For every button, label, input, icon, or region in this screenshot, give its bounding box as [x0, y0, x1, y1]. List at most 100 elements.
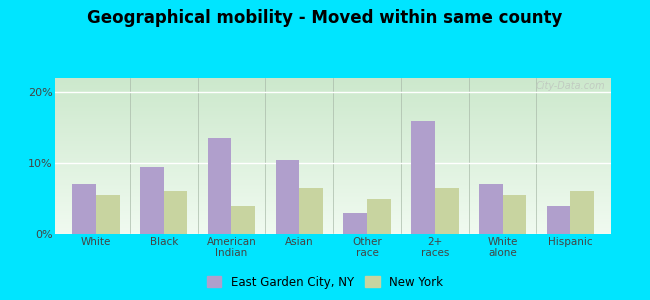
Bar — [55, 230, 611, 231]
Bar — [55, 178, 611, 179]
Bar — [55, 93, 611, 94]
Bar — [55, 118, 611, 119]
Bar — [55, 211, 611, 212]
Bar — [55, 92, 611, 93]
Bar — [55, 215, 611, 216]
Bar — [55, 177, 611, 178]
Bar — [55, 157, 611, 158]
Bar — [55, 82, 611, 83]
Bar — [55, 228, 611, 229]
Bar — [55, 173, 611, 174]
Bar — [55, 101, 611, 102]
Bar — [55, 186, 611, 187]
Bar — [55, 105, 611, 106]
Bar — [55, 100, 611, 101]
Bar — [55, 139, 611, 140]
Bar — [55, 91, 611, 92]
Bar — [55, 127, 611, 128]
Bar — [276, 160, 299, 234]
Bar — [55, 195, 611, 196]
Bar — [55, 185, 611, 186]
Bar — [55, 150, 611, 151]
Bar — [55, 175, 611, 176]
Bar — [55, 214, 611, 215]
Bar — [55, 142, 611, 143]
Bar — [55, 182, 611, 183]
Bar — [55, 144, 611, 145]
Bar — [55, 213, 611, 214]
Bar — [96, 195, 120, 234]
Bar — [55, 220, 611, 221]
Bar — [140, 167, 164, 234]
Bar — [55, 233, 611, 234]
Text: City-Data.com: City-Data.com — [536, 81, 605, 91]
Bar — [55, 165, 611, 166]
Bar — [55, 203, 611, 204]
Bar — [55, 232, 611, 233]
Bar — [55, 172, 611, 173]
Bar — [55, 87, 611, 88]
Bar — [55, 161, 611, 162]
Bar — [55, 188, 611, 189]
Bar — [208, 138, 231, 234]
Bar — [55, 121, 611, 122]
Bar — [55, 125, 611, 126]
Bar — [55, 111, 611, 112]
Bar — [55, 171, 611, 172]
Bar — [55, 102, 611, 103]
Bar — [55, 110, 611, 111]
Bar — [231, 206, 255, 234]
Bar — [55, 117, 611, 118]
Bar — [55, 145, 611, 146]
Bar — [55, 197, 611, 198]
Bar — [55, 158, 611, 159]
Bar — [55, 137, 611, 138]
Bar — [55, 80, 611, 81]
Bar — [55, 167, 611, 168]
Bar — [55, 190, 611, 191]
Bar — [55, 83, 611, 84]
Bar — [55, 219, 611, 220]
Bar — [55, 221, 611, 222]
Bar — [55, 113, 611, 114]
Bar — [55, 223, 611, 224]
Bar — [55, 122, 611, 123]
Bar — [435, 188, 458, 234]
Bar — [55, 140, 611, 141]
Bar — [55, 216, 611, 217]
Bar — [299, 188, 323, 234]
Bar — [55, 136, 611, 137]
Bar — [55, 212, 611, 213]
Bar — [55, 116, 611, 117]
Bar — [55, 218, 611, 219]
Bar — [55, 78, 611, 79]
Bar — [55, 193, 611, 194]
Bar — [55, 181, 611, 182]
Bar — [55, 88, 611, 89]
Bar — [55, 153, 611, 154]
Bar — [55, 189, 611, 190]
Bar — [55, 115, 611, 116]
Bar — [55, 120, 611, 121]
Bar — [55, 183, 611, 184]
Bar — [55, 108, 611, 109]
Bar — [55, 114, 611, 115]
Bar — [55, 79, 611, 80]
Bar — [55, 224, 611, 225]
Bar — [55, 151, 611, 152]
Text: Geographical mobility - Moved within same county: Geographical mobility - Moved within sam… — [87, 9, 563, 27]
Bar — [55, 129, 611, 130]
Bar — [55, 174, 611, 175]
Bar — [55, 124, 611, 125]
Bar — [55, 123, 611, 124]
Bar — [55, 226, 611, 227]
Bar — [55, 149, 611, 150]
Bar — [55, 112, 611, 113]
Bar — [55, 208, 611, 209]
Bar — [55, 132, 611, 133]
Bar — [55, 163, 611, 164]
Bar — [55, 206, 611, 207]
Bar — [55, 217, 611, 218]
Bar — [55, 164, 611, 165]
Bar — [55, 227, 611, 228]
